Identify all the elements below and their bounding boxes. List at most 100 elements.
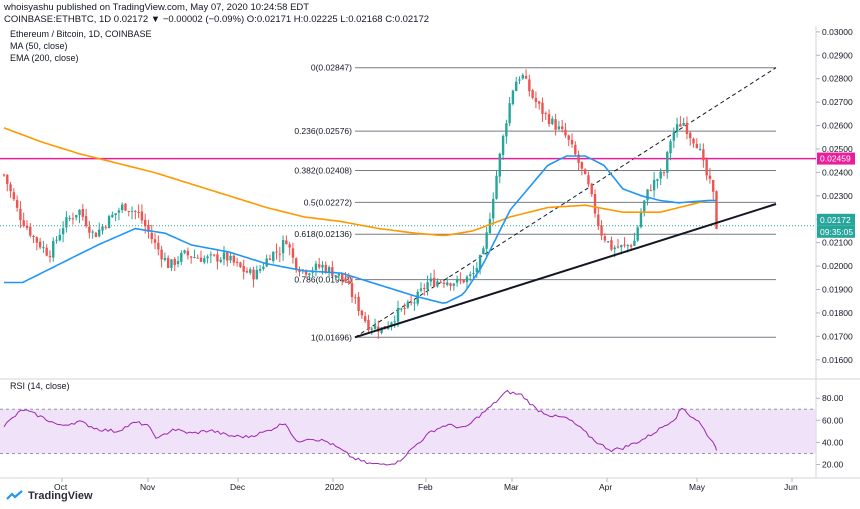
last-price-badge: 0.02172 <box>817 213 855 226</box>
candle-body <box>606 241 610 243</box>
rsi-band <box>0 409 816 454</box>
candle-body <box>147 225 150 232</box>
candle-body <box>423 288 426 290</box>
time-tick-label: Nov <box>140 482 156 492</box>
candle-body <box>98 229 101 237</box>
candle-body <box>150 232 153 240</box>
candle-body <box>265 258 268 267</box>
candle-body <box>446 282 449 285</box>
last-price-badge-bg <box>817 213 855 226</box>
candle-body <box>229 255 232 261</box>
price-tick-label: 0.03000 <box>822 27 853 37</box>
time-tick-label: Jun <box>784 482 798 492</box>
candle-body <box>557 126 561 130</box>
candle-body <box>88 226 91 233</box>
candle-body <box>272 251 275 261</box>
rsi-tick-label: 40.00 <box>822 437 844 447</box>
candle-body <box>124 203 127 211</box>
chart-title: Ethereum / Bitcoin, 1D, COINBASE <box>10 29 152 39</box>
candle-body <box>495 175 498 199</box>
price-tick-label: 0.01700 <box>822 331 853 341</box>
candle-body <box>239 262 242 267</box>
time-tick-label: Oct <box>54 482 68 492</box>
candle-body <box>29 226 32 236</box>
candle-body <box>22 220 25 226</box>
price-tick-label: 0.02800 <box>822 74 853 84</box>
candle-body <box>38 241 42 248</box>
candle-body <box>160 249 163 260</box>
candle-body <box>61 228 65 235</box>
candle-body <box>475 268 479 273</box>
candle-body <box>708 175 712 179</box>
candle-body <box>48 255 52 258</box>
time-tick-label: Mar <box>504 482 519 492</box>
candle-body <box>176 261 180 264</box>
candle-body <box>643 200 646 212</box>
candle-body <box>318 264 321 268</box>
candle-body <box>262 266 265 269</box>
candle-body <box>537 101 541 104</box>
candle-body <box>186 250 190 256</box>
ma-legend: MA (50, close) <box>10 41 68 51</box>
candle-body <box>419 288 423 291</box>
candle-body <box>560 126 564 130</box>
price-tick-label: 0.02400 <box>822 167 853 177</box>
candle-body <box>249 269 252 273</box>
candle-body <box>245 270 249 273</box>
candle-body <box>675 124 679 132</box>
candle-body <box>206 256 209 259</box>
candle-body <box>482 248 485 254</box>
time-tick-label: Dec <box>230 482 246 492</box>
candle-body <box>501 135 505 155</box>
candle-body <box>242 265 245 272</box>
candle-body <box>6 174 9 185</box>
candle-body <box>413 302 416 304</box>
candle-body <box>81 208 85 217</box>
candle-body <box>258 269 262 271</box>
candle-body <box>465 276 469 282</box>
tradingview-footer[interactable]: TradingView <box>6 490 93 502</box>
candle-body <box>524 75 528 79</box>
price-tick-label: 0.02600 <box>822 121 853 131</box>
candle-body <box>393 321 396 323</box>
fib-level-label: 0.786(0.01942) <box>294 275 352 285</box>
candle-body <box>626 244 630 246</box>
candle-body <box>143 219 147 227</box>
candle-body <box>695 143 698 149</box>
candle-body <box>314 263 318 271</box>
candle-body <box>682 123 685 126</box>
countdown-badge: 09:35:05 <box>817 225 855 238</box>
candle-body <box>472 273 475 275</box>
candle-body <box>656 179 659 181</box>
candle-body <box>636 227 639 241</box>
candle-body <box>400 308 403 310</box>
candle-body <box>19 208 22 221</box>
candle-body <box>574 144 577 155</box>
candle-body <box>291 248 295 258</box>
candle-body <box>534 98 538 102</box>
candle-body <box>12 192 16 200</box>
candle-body <box>715 191 718 229</box>
candle-body <box>603 236 607 241</box>
candle-body <box>134 211 137 213</box>
candle-body <box>304 270 308 275</box>
candle-body <box>633 240 636 246</box>
candle-body <box>702 149 705 161</box>
candle-body <box>610 240 613 250</box>
candle-body <box>222 252 226 260</box>
candle-body <box>196 257 199 259</box>
candle-body <box>429 278 433 282</box>
candle-body <box>452 283 456 286</box>
candle-body <box>544 112 547 114</box>
publisher-line: whoisyashu published on TradingView.com,… <box>4 2 310 13</box>
candle-body <box>485 232 488 249</box>
candle-body <box>357 296 360 311</box>
price-tick-label: 0.02700 <box>822 97 853 107</box>
candle-body <box>666 152 669 173</box>
symbol-quote-line: COINBASE:ETHBTC, 1D 0.02172 ▼ −0.00002 (… <box>4 14 430 25</box>
candle-body <box>32 236 35 238</box>
rsi-tick-label: 80.00 <box>822 393 844 403</box>
candle-body <box>449 283 452 286</box>
candle-body <box>672 132 676 141</box>
